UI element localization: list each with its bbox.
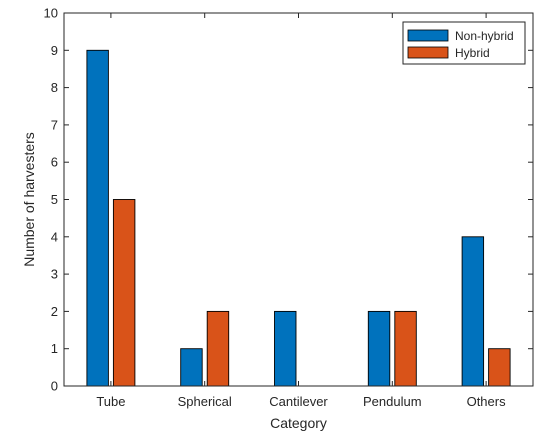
bar-non-hybrid-others xyxy=(461,236,485,387)
y-tick-label: 4 xyxy=(51,229,58,244)
x-axis-label: Category xyxy=(270,415,327,431)
bar-hybrid-spherical xyxy=(206,310,230,387)
bar-non-hybrid-spherical xyxy=(180,348,203,387)
bars-group xyxy=(86,49,511,387)
bar-non-hybrid-cantilever xyxy=(274,310,297,387)
ticks-group: 0 1 2 3 4 5 6 7 8 9 10 Tube Spherical Cantilever Pendu… xyxy=(44,6,533,409)
y-tick-label: 0 xyxy=(51,379,58,394)
bar-hybrid-pendulum xyxy=(394,310,417,387)
y-tick-label: 8 xyxy=(51,80,58,95)
y-axis-label: Number of harvesters xyxy=(21,132,37,267)
y-tick-label: 2 xyxy=(51,304,58,319)
y-tick-label: 5 xyxy=(51,192,58,207)
y-tick-label: 7 xyxy=(51,117,58,132)
x-tick-label-others: Others xyxy=(467,394,507,409)
x-tick-label-spherical: Spherical xyxy=(178,394,232,409)
bar-non-hybrid-tube xyxy=(86,49,109,387)
y-tick-label: 9 xyxy=(51,43,58,58)
legend-label-hybrid: Hybrid xyxy=(455,46,490,60)
x-tick-label-tube: Tube xyxy=(96,394,125,409)
y-tick-label: 1 xyxy=(51,341,58,356)
x-tick-label-pendulum: Pendulum xyxy=(363,394,422,409)
legend-swatch-hybrid xyxy=(407,46,449,59)
bar-non-hybrid-pendulum xyxy=(367,310,391,387)
x-tick-label-cantilever: Cantilever xyxy=(269,394,328,409)
y-tick-label: 6 xyxy=(51,155,58,170)
plot-area xyxy=(64,13,533,386)
bar-hybrid-others xyxy=(488,348,511,387)
legend-label-non-hybrid: Non-hybrid xyxy=(455,29,514,43)
y-tick-label: 3 xyxy=(51,267,58,282)
legend: Non-hybrid Hybrid xyxy=(402,21,526,65)
y-tick-label: 10 xyxy=(44,6,58,21)
bar-hybrid-tube xyxy=(112,199,136,387)
legend-swatch-non-hybrid xyxy=(407,29,449,42)
